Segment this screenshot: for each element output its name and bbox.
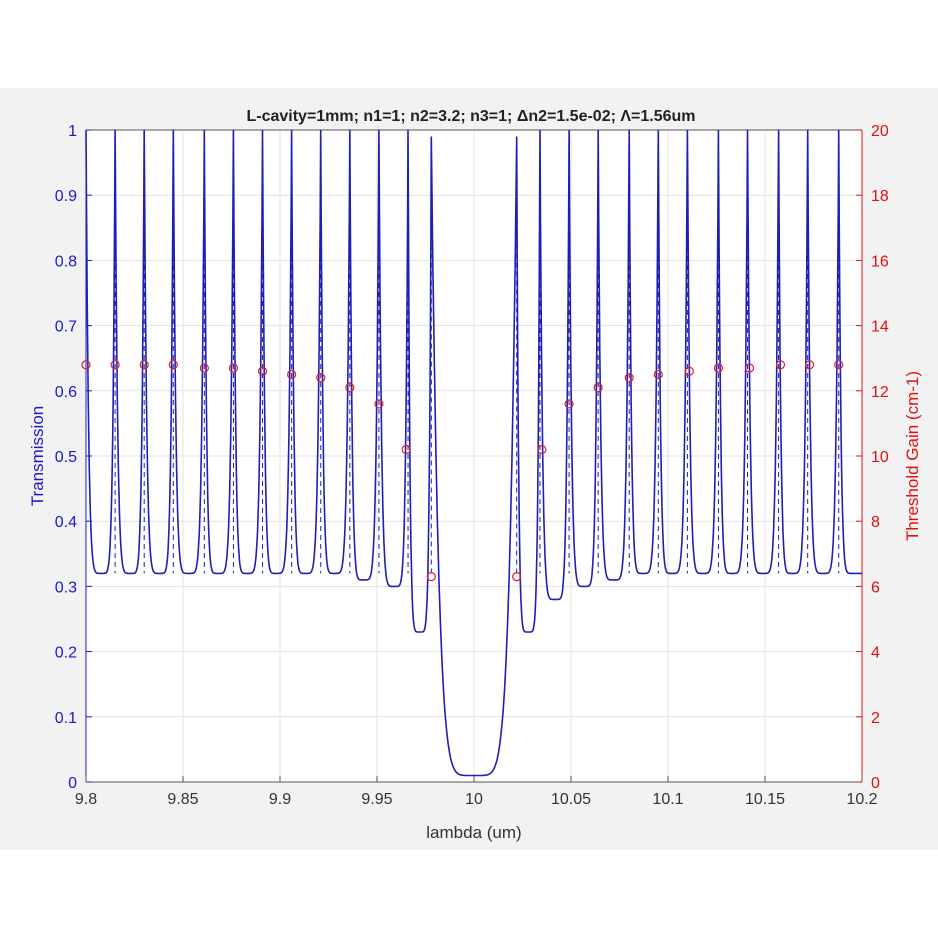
threshold-gain-point: [564, 399, 574, 409]
threshold-gain-point: [199, 363, 209, 373]
left-y-tick-label: 0.7: [55, 319, 77, 336]
threshold-gain-point: [775, 360, 786, 370]
left-y-tick-label: 0.9: [55, 188, 77, 205]
right-y-tick-label: 2: [871, 710, 880, 727]
right-y-tick-label: 0: [871, 775, 880, 792]
threshold-gain-point: [593, 382, 603, 393]
left-y-tick-label: 1: [68, 123, 77, 140]
x-tick-label: 9.8: [75, 791, 97, 808]
left-y-axis-label: Transmission: [28, 406, 47, 506]
left-y-tick-label: 0.6: [55, 384, 77, 401]
threshold-gain-point: [537, 444, 547, 455]
threshold-gain-point: [834, 360, 844, 370]
right-y-tick-label: 10: [871, 449, 889, 466]
right-y-tick-label: 12: [871, 384, 889, 401]
x-axis: 9.8 9.85 9.9 9.95 10 10.05 10.1 10.15 10.2: [75, 776, 878, 808]
grid: [85, 129, 863, 783]
right-y-tick-label: 4: [871, 645, 880, 662]
threshold-gain-point: [139, 360, 149, 370]
threshold-gain-point: [426, 572, 436, 582]
x-tick-label: 10.2: [846, 791, 877, 808]
threshold-gain-series: [81, 360, 844, 582]
left-y-tick-label: 0.3: [55, 579, 77, 596]
left-y-tick-label: 0: [68, 775, 77, 792]
threshold-gain-point: [257, 366, 268, 376]
threshold-gain-point: [374, 399, 384, 409]
x-tick-label: 10: [465, 791, 483, 808]
threshold-gain-point: [713, 363, 724, 373]
threshold-gain-point: [287, 369, 297, 380]
left-y-axis: 0 0.1 0.2 0.3 0.4 0.5 0.6 0.7 0.8 0.9 1: [55, 123, 92, 792]
threshold-gain-point: [805, 360, 815, 370]
transmission-line: [85, 129, 862, 777]
transmission-series: [85, 129, 862, 777]
threshold-gain-point: [316, 373, 326, 383]
x-tick-label: 10.15: [745, 791, 785, 808]
x-tick-label: 9.95: [361, 791, 392, 808]
left-y-tick-label: 0.5: [55, 449, 77, 466]
right-y-axis: 0 2 4 6 8 10 12 14 16 18 20: [856, 123, 889, 792]
left-y-tick-label: 0.4: [55, 514, 77, 531]
right-y-tick-label: 18: [871, 188, 889, 205]
left-y-tick-label: 0.1: [55, 710, 77, 727]
right-y-tick-label: 8: [871, 514, 880, 531]
right-y-tick-label: 6: [871, 579, 880, 596]
right-y-tick-label: 16: [871, 253, 889, 270]
x-tick-label: 10.05: [551, 791, 591, 808]
right-y-axis-label: Threshold Gain (cm-1): [903, 371, 922, 541]
left-y-tick-label: 0.2: [55, 645, 77, 662]
threshold-gain-point: [512, 572, 522, 582]
threshold-gain-point: [684, 366, 694, 376]
threshold-gain-point: [110, 360, 120, 370]
left-y-tick-label: 0.8: [55, 253, 77, 270]
threshold-gain-point: [168, 360, 178, 370]
x-tick-label: 10.1: [652, 791, 683, 808]
right-y-tick-label: 14: [871, 319, 889, 336]
x-tick-label: 9.85: [167, 791, 198, 808]
x-axis-label: lambda (um): [426, 823, 521, 842]
threshold-gain-point: [81, 360, 91, 370]
threshold-gain-point: [401, 444, 411, 455]
threshold-gain-point: [345, 382, 355, 393]
threshold-gain-point: [624, 373, 634, 383]
threshold-gain-point: [228, 363, 239, 373]
x-tick-label: 9.9: [269, 791, 291, 808]
threshold-gain-point: [744, 363, 755, 373]
threshold-gain-point: [653, 369, 663, 380]
chart-title: L-cavity=1mm; n1=1; n2=3.2; n3=1; Δn2=1.…: [246, 108, 695, 125]
right-y-tick-label: 20: [871, 123, 889, 140]
